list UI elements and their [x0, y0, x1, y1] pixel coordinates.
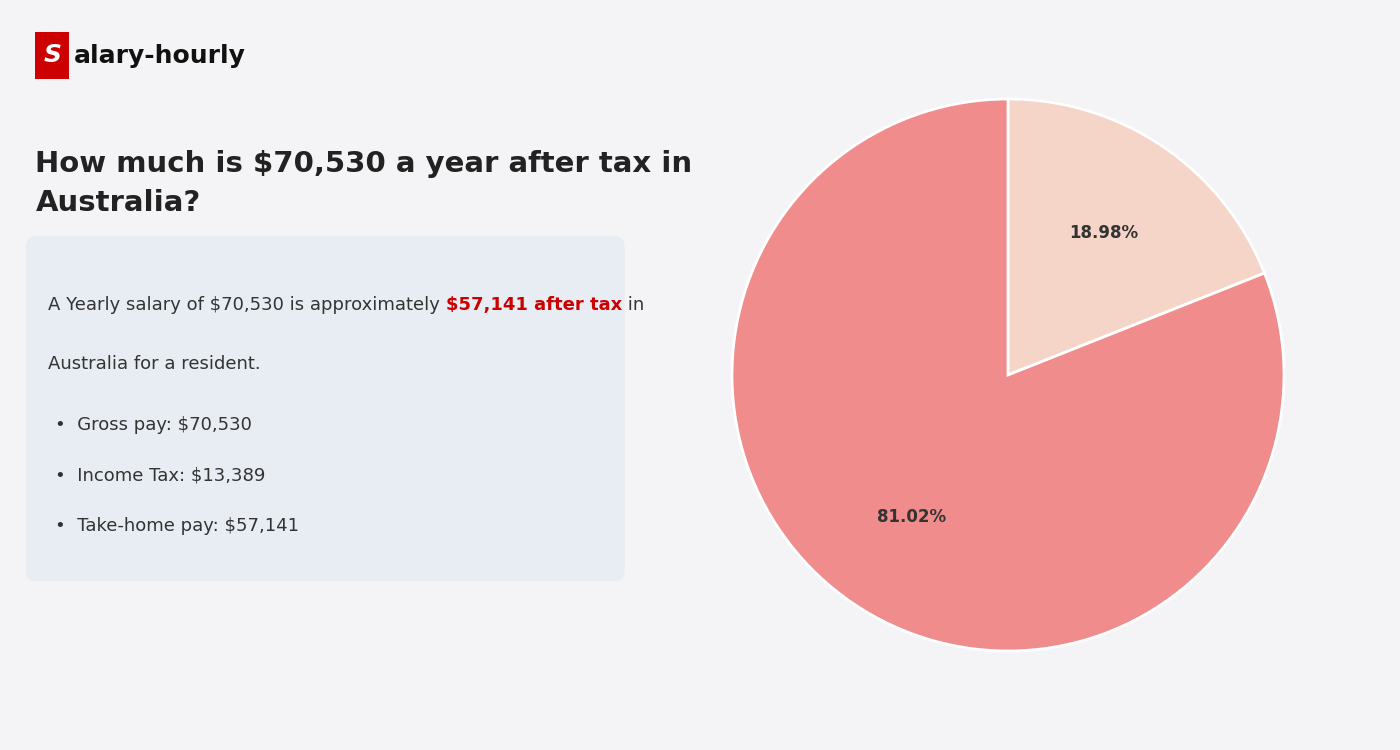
FancyBboxPatch shape [35, 32, 69, 79]
Text: 18.98%: 18.98% [1070, 224, 1138, 242]
Text: •  Take-home pay: $57,141: • Take-home pay: $57,141 [55, 517, 298, 535]
Wedge shape [1008, 99, 1264, 375]
Wedge shape [732, 99, 1284, 651]
Text: •  Gross pay: $70,530: • Gross pay: $70,530 [55, 416, 252, 434]
FancyBboxPatch shape [25, 236, 624, 581]
Text: A Yearly salary of $70,530 is approximately: A Yearly salary of $70,530 is approximat… [48, 296, 447, 314]
Text: How much is $70,530 a year after tax in
Australia?: How much is $70,530 a year after tax in … [35, 150, 693, 217]
Text: S: S [43, 44, 62, 68]
Text: Australia for a resident.: Australia for a resident. [48, 355, 260, 373]
Text: 81.02%: 81.02% [878, 508, 946, 526]
Text: $57,141 after tax: $57,141 after tax [447, 296, 622, 314]
Text: •  Income Tax: $13,389: • Income Tax: $13,389 [55, 466, 265, 484]
Text: in: in [622, 296, 644, 314]
Text: alary-hourly: alary-hourly [74, 44, 246, 68]
